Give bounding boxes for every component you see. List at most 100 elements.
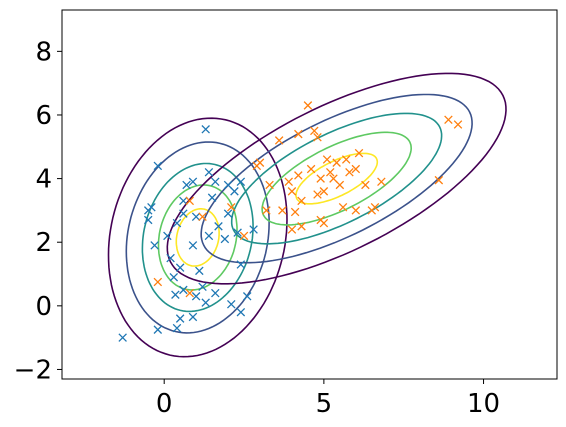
data-point-s0-29 — [147, 202, 156, 212]
data-point-s0-24 — [179, 209, 188, 218]
data-point-s0-30 — [179, 196, 188, 206]
data-point-s0-26 — [214, 222, 223, 231]
contour-c1-level-4 — [166, 72, 507, 285]
contour-c0-level-3 — [125, 141, 270, 334]
data-point-s0-11 — [211, 288, 220, 298]
x-axis-ticks: 0 5 10 — [156, 379, 500, 419]
data-point-s0-2 — [172, 323, 182, 333]
data-point-s1-27 — [332, 158, 341, 167]
data-point-s0-13 — [169, 272, 179, 282]
data-point-s1-21 — [316, 174, 325, 183]
data-point-s1-4 — [226, 202, 236, 212]
data-point-s1-43 — [290, 207, 300, 217]
data-point-s0-36 — [223, 180, 233, 190]
data-point-s1-9 — [262, 206, 271, 215]
data-point-s1-12 — [287, 187, 297, 196]
data-point-s0-12 — [242, 292, 252, 301]
y-tick-label: 0 — [35, 292, 52, 322]
data-point-s0-23 — [172, 218, 182, 228]
data-point-s0-6 — [226, 299, 236, 309]
data-point-s0-35 — [211, 177, 220, 187]
data-point-s0-7 — [236, 307, 246, 317]
data-point-s1-41 — [444, 115, 453, 125]
data-point-s1-38 — [367, 206, 377, 215]
data-point-s0-22 — [233, 228, 242, 237]
contour-c0-level-2 — [141, 162, 254, 313]
data-point-s1-23 — [319, 187, 329, 196]
y-tick-label: 8 — [35, 37, 52, 67]
data-point-s1-33 — [351, 206, 361, 215]
data-point-s1-26 — [325, 167, 335, 177]
data-point-s0-1 — [153, 325, 163, 334]
x-tick-label: 0 — [156, 389, 173, 419]
axes-frame — [61, 9, 558, 380]
data-point-s1-14 — [294, 171, 303, 180]
data-point-s1-15 — [297, 196, 306, 206]
data-point-s1-30 — [341, 155, 351, 164]
data-point-s1-17 — [297, 222, 306, 231]
data-point-s1-3 — [198, 212, 207, 222]
contour-c0-level-1 — [157, 184, 238, 291]
data-point-s1-44 — [306, 164, 316, 174]
data-point-s1-35 — [361, 180, 370, 190]
data-point-s0-3 — [175, 314, 185, 323]
contour-c0-level-0 — [175, 208, 220, 267]
contour-layer — [107, 72, 507, 358]
data-point-s0-27 — [223, 209, 233, 218]
data-point-s0-0 — [118, 333, 127, 342]
data-point-s0-20 — [204, 231, 214, 241]
data-point-s0-40 — [201, 125, 210, 134]
data-point-s1-13 — [287, 225, 297, 234]
data-point-s1-46 — [278, 206, 287, 215]
data-point-s1-39 — [316, 215, 325, 225]
data-point-s0-38 — [204, 167, 214, 177]
data-point-s0-34 — [188, 177, 198, 187]
x-tick-label: 10 — [467, 389, 500, 419]
data-point-s1-10 — [274, 136, 284, 145]
data-point-s0-37 — [236, 177, 246, 187]
y-tick-label: 6 — [35, 101, 52, 131]
data-point-s1-11 — [284, 177, 294, 187]
data-point-s1-16 — [294, 129, 303, 139]
contour-c1-level-2 — [230, 112, 443, 245]
data-point-s0-21 — [220, 234, 230, 244]
data-point-s0-17 — [150, 241, 159, 250]
data-point-s0-16 — [236, 260, 246, 269]
scatter-points-layer — [118, 101, 463, 342]
data-point-s0-25 — [191, 212, 201, 222]
data-point-s0-15 — [195, 266, 204, 276]
data-point-s0-9 — [179, 285, 188, 295]
data-point-s0-39 — [153, 161, 163, 171]
y-tick-label: 2 — [35, 228, 52, 258]
data-point-s1-40 — [434, 175, 444, 185]
y-axis-ticks: −2 0 2 4 6 8 — [14, 37, 62, 385]
contour-c1-level-0 — [295, 152, 379, 205]
data-point-s1-1 — [185, 288, 195, 298]
data-point-s0-19 — [188, 241, 198, 250]
data-point-s0-41 — [143, 215, 153, 225]
y-tick-label: −2 — [14, 355, 52, 385]
data-point-s0-4 — [188, 312, 198, 322]
data-point-s1-32 — [351, 164, 361, 174]
data-point-s1-22 — [313, 190, 322, 199]
data-point-s1-45 — [329, 174, 338, 183]
contour-c1-level-3 — [200, 93, 473, 264]
data-point-s1-37 — [377, 177, 386, 187]
data-point-s1-0 — [153, 277, 163, 287]
data-point-s0-32 — [230, 187, 239, 196]
data-point-s1-28 — [335, 180, 345, 190]
data-point-s1-31 — [345, 167, 354, 177]
contour-c0-level-4 — [107, 117, 288, 358]
data-point-s1-20 — [313, 132, 322, 142]
data-point-s0-18 — [163, 231, 172, 241]
data-point-s0-33 — [182, 180, 191, 190]
data-point-s1-8 — [265, 180, 274, 190]
data-point-s0-44 — [249, 225, 258, 234]
data-point-s1-2 — [185, 196, 195, 206]
data-point-s0-5 — [201, 298, 210, 307]
data-point-s1-29 — [338, 202, 348, 212]
data-point-s0-10 — [191, 292, 201, 301]
data-point-s1-18 — [303, 101, 313, 110]
data-point-s1-42 — [453, 120, 463, 129]
